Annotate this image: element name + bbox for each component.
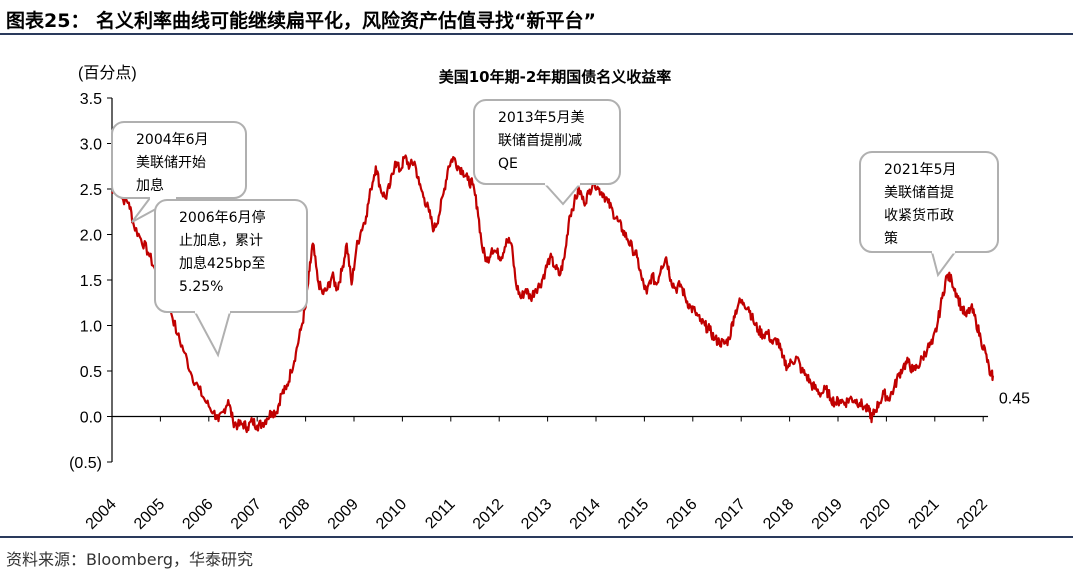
- callout-text-line: 联储首提削减: [498, 133, 582, 149]
- bottom-divider: [0, 536, 1073, 538]
- x-tick-label: 2015: [615, 496, 652, 533]
- x-tick-label: 2009: [325, 496, 362, 533]
- y-tick-label: 0.0: [80, 410, 102, 427]
- callout-box: [859, 151, 999, 253]
- x-tick-label: 2022: [954, 496, 991, 533]
- callout-text-line: 止加息，累计: [179, 232, 263, 249]
- x-tick-label: 2007: [228, 496, 265, 533]
- y-axis-label: (百分点): [78, 64, 137, 82]
- y-axis: 3.5 3.0 2.5 2.0 1.5 1.0 0.5 0.0 (0.5): [69, 91, 113, 472]
- y-tick-label: 2.5: [80, 182, 102, 199]
- figure-title: 图表25： 名义利率曲线可能继续扁平化，风险资产估值寻找“新平台”: [6, 10, 597, 32]
- x-tick-label: 2010: [373, 496, 410, 533]
- callout-text-line: 加息: [136, 177, 164, 194]
- x-tick-label: 2018: [760, 496, 797, 533]
- x-tick-label: 2008: [276, 496, 313, 533]
- x-tick-label: 2011: [422, 496, 458, 532]
- y-tick-label: (0.5): [69, 455, 102, 472]
- callout-text-line: QE: [498, 156, 518, 172]
- x-tick-label: 2019: [809, 496, 846, 533]
- x-tick-label: 2020: [857, 496, 894, 533]
- callout-text-line: 2006年6月停: [179, 209, 266, 226]
- y-tick-label: 3.0: [80, 137, 102, 154]
- callout-text-line: 美联储开始: [136, 155, 206, 171]
- chart-title: 美国10年期-2年期国债名义收益率: [439, 68, 672, 86]
- callout-pointer: [930, 251, 957, 278]
- callout-box: [111, 121, 247, 199]
- x-tick-label: 2013: [518, 496, 555, 533]
- callout-text-line: 加息425bp至: [179, 255, 266, 272]
- callout-text-line: 2004年6月: [136, 132, 209, 148]
- y-tick-label: 1.5: [80, 273, 102, 290]
- end-value-label: 0.45: [999, 391, 1030, 408]
- callout-text-line: 5.25%: [179, 279, 223, 295]
- y-tick-label: 1.0: [80, 319, 102, 336]
- x-tick-label: 2014: [567, 496, 604, 533]
- spread-series-line: [111, 154, 994, 434]
- callout-text-line: 收紧货币政: [884, 207, 954, 224]
- callout-text-line: 2021年5月: [884, 162, 957, 178]
- y-tick-label: 3.5: [80, 91, 102, 108]
- callout-text-line: 策: [884, 230, 898, 247]
- x-tick-label: 2012: [470, 496, 507, 533]
- x-tick-label: 2016: [663, 496, 700, 533]
- y-tick-label: 0.5: [80, 364, 102, 381]
- callout-text-line: 美联储首提: [884, 185, 954, 201]
- callout-text-line: 2013年5月美: [498, 110, 585, 126]
- y-tick-label: 2.0: [80, 228, 102, 245]
- callout-pointer: [193, 311, 232, 358]
- x-tick-label: 2021: [905, 496, 942, 533]
- x-tick-label: 2006: [179, 496, 216, 533]
- top-divider: [0, 33, 1073, 35]
- x-tick-label: 2017: [712, 496, 749, 533]
- x-tick-label: 2005: [131, 496, 168, 533]
- source-note: 资料来源：Bloomberg，华泰研究: [6, 550, 254, 569]
- callout-box: [154, 199, 308, 313]
- x-tick-label: 2004: [83, 496, 120, 533]
- x-axis: 2004 2005 2006 2007 2008 2009 2010 2011 2012 2013…: [83, 416, 991, 533]
